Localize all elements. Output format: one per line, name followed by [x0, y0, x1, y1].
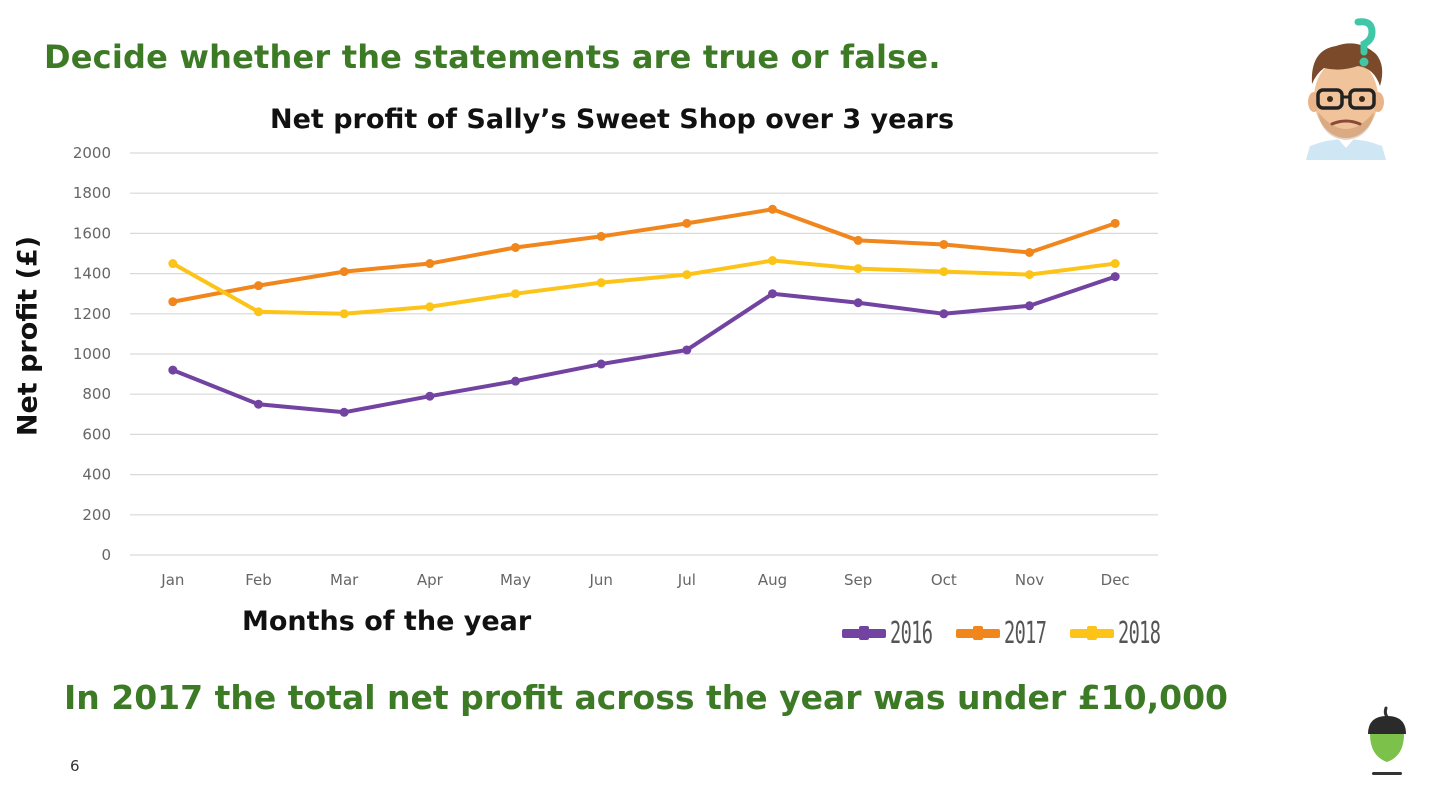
x-tick-label: Nov	[1015, 571, 1044, 589]
legend-item-2016: 2016	[842, 616, 938, 651]
y-tick-label: 400	[82, 466, 111, 484]
data-point	[425, 391, 435, 401]
y-tick-label: 800	[82, 385, 111, 403]
legend-swatch-2018	[1070, 626, 1114, 640]
y-tick-label: 1800	[73, 184, 111, 202]
chart-series	[168, 204, 1120, 417]
data-point	[1110, 272, 1120, 282]
data-point	[1025, 270, 1034, 280]
data-point	[511, 242, 520, 252]
data-point	[853, 235, 863, 245]
legend-item-2017: 2017	[956, 616, 1052, 651]
legend-swatch-2017	[956, 626, 1000, 640]
data-point	[254, 399, 263, 409]
chart-legend: 2016 2017 2018	[842, 616, 1166, 651]
data-point	[168, 365, 178, 375]
data-point	[1025, 301, 1034, 311]
series-2018	[168, 256, 1120, 319]
data-point	[939, 267, 949, 277]
page-number: 6	[70, 757, 80, 775]
x-axis-label: Months of the year	[242, 606, 532, 637]
x-tick-label: Jan	[160, 571, 184, 589]
data-point	[682, 270, 692, 280]
data-point	[853, 298, 863, 308]
y-tick-label: 1000	[73, 345, 111, 363]
data-point	[768, 204, 777, 214]
thinking-teacher-avatar-icon	[1306, 18, 1386, 160]
data-point	[596, 278, 606, 288]
data-point	[596, 231, 606, 241]
y-axis-label: Net profit (£)	[12, 235, 44, 437]
y-tick-label: 1600	[73, 224, 111, 242]
data-point	[339, 309, 349, 319]
data-point	[682, 345, 692, 355]
data-point	[168, 297, 178, 307]
data-point	[339, 407, 349, 417]
series-2017	[168, 204, 1120, 307]
data-point	[768, 289, 777, 299]
legend-label-2017: 2017	[1004, 616, 1047, 651]
data-point	[682, 218, 692, 228]
data-point	[254, 307, 263, 317]
series-line-2016	[170, 274, 1118, 415]
legend-swatch-2016	[842, 626, 886, 640]
series-line-2017	[170, 207, 1118, 304]
y-tick-label: 2000	[73, 144, 111, 162]
x-tick-label: Aug	[758, 571, 787, 589]
data-point	[254, 281, 263, 291]
y-tick-label: 1400	[73, 265, 111, 283]
true-false-statement: In 2017 the total net profit across the …	[64, 678, 1229, 717]
series-line-2018	[170, 258, 1118, 316]
data-point	[511, 289, 520, 299]
x-tick-label: Dec	[1101, 571, 1130, 589]
data-point	[1110, 259, 1120, 269]
y-tick-label: 200	[82, 506, 111, 524]
y-axis-ticks: 0 200 400 600 800 1000 1200 1400 1600 1800 2000	[73, 144, 111, 564]
x-tick-label: Jun	[588, 571, 612, 589]
chart-gridlines	[130, 152, 1158, 556]
slide-instruction: Decide whether the statements are true o…	[44, 38, 941, 76]
data-point	[168, 259, 178, 269]
x-axis-ticks: Jan Feb Mar Apr May Jun Jul Aug Sep Oct Nov Dec	[160, 571, 1129, 589]
acorn-logo-icon	[1368, 706, 1406, 775]
y-tick-label: 0	[101, 546, 111, 564]
data-point	[425, 302, 435, 312]
data-point	[425, 259, 435, 269]
data-point	[853, 264, 863, 274]
legend-label-2018: 2018	[1118, 616, 1161, 651]
series-2016	[168, 272, 1120, 417]
y-tick-label: 600	[82, 425, 111, 443]
x-tick-label: Jul	[677, 571, 696, 589]
data-point	[511, 376, 520, 386]
data-point	[768, 256, 777, 266]
data-point	[339, 267, 349, 277]
legend-label-2016: 2016	[890, 616, 933, 651]
data-point	[939, 239, 949, 249]
data-point	[1025, 247, 1034, 257]
x-tick-label: May	[500, 571, 531, 589]
chart-title: Net profit of Sally’s Sweet Shop over 3 …	[270, 104, 955, 135]
legend-item-2018: 2018	[1070, 616, 1166, 651]
data-point	[596, 359, 606, 369]
data-point	[939, 309, 949, 319]
x-tick-label: Apr	[417, 571, 444, 589]
x-tick-label: Feb	[245, 571, 272, 589]
y-tick-label: 1200	[73, 305, 111, 323]
x-tick-label: Oct	[931, 571, 957, 589]
x-tick-label: Sep	[844, 571, 872, 589]
data-point	[1110, 218, 1120, 228]
x-tick-label: Mar	[330, 571, 359, 589]
